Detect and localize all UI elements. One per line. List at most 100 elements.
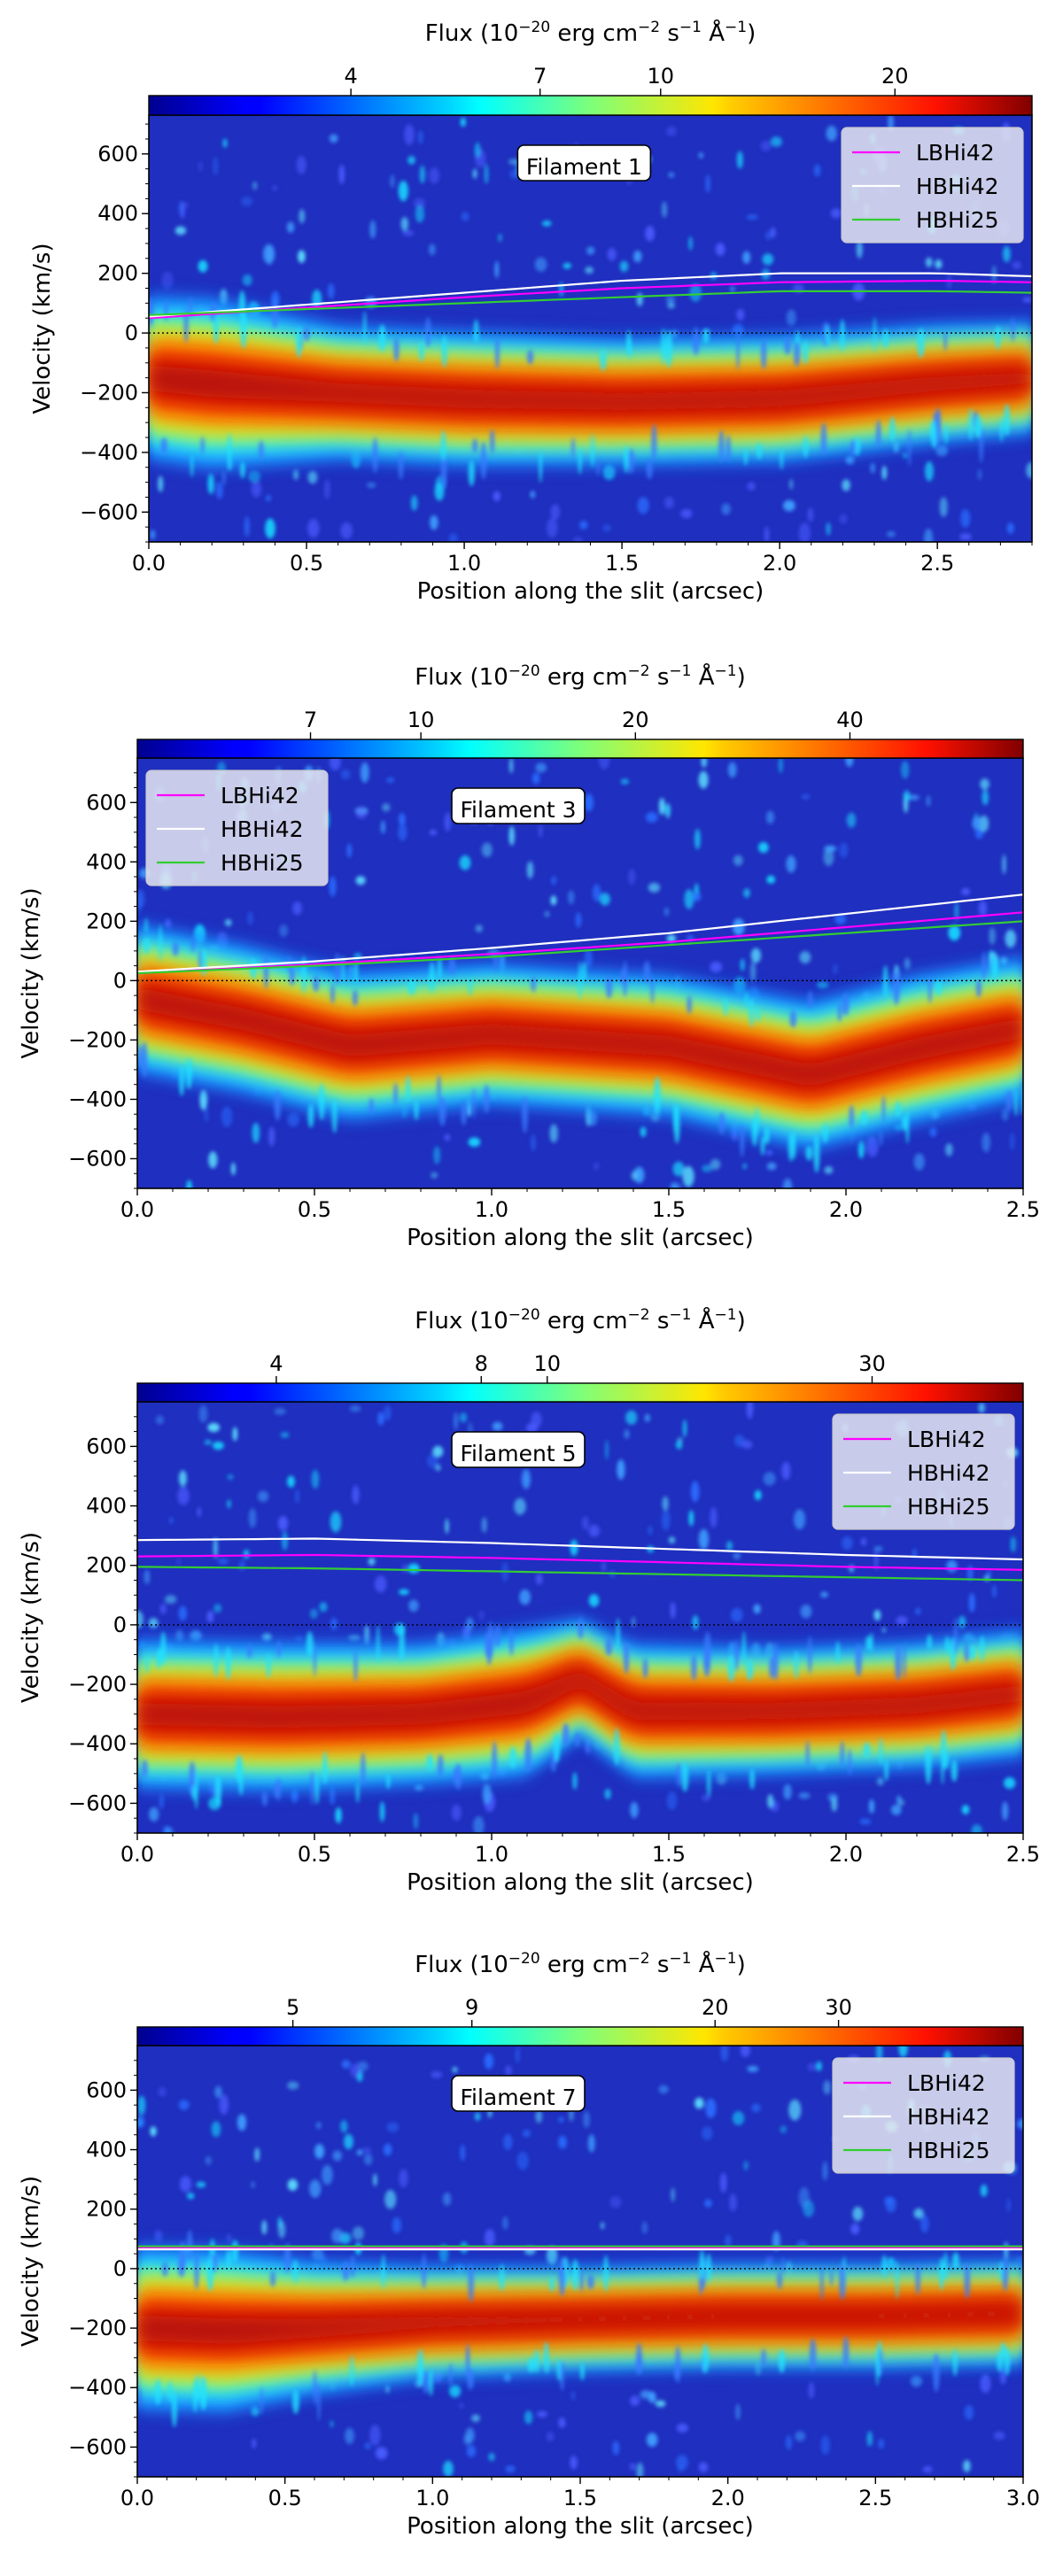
colorbar-label-label-mid2: s [660, 20, 679, 47]
colorbar-tick-label: 20 [622, 708, 649, 732]
legend: LBHi42 HBHi42 HBHi25 [145, 770, 329, 886]
colorbar-label-label-prefix: Flux (10 [415, 664, 508, 691]
y-axis-label: Velocity (km/s) [18, 1532, 44, 1703]
x-tick-label: 2.0 [711, 2486, 745, 2510]
y-tick-label: 200 [86, 1553, 127, 1578]
x-axis-label: Position along the slit (arcsec) [407, 1869, 754, 1896]
colorbar-label-label-unit: Å [691, 662, 714, 691]
x-tick-label: 0.5 [290, 551, 323, 576]
x-tick-label: 2.0 [829, 1842, 863, 1867]
x-tick-label: 1.5 [605, 551, 639, 576]
x-axis-label: Position along the slit (arcsec) [407, 2513, 754, 2540]
annotation-box [451, 2075, 586, 2112]
legend-entry-lbhi42: LBHi42 [221, 783, 299, 808]
legend-entry-lbhi42: LBHi42 [907, 2070, 986, 2096]
colorbar-tick-label: 30 [825, 1995, 852, 2020]
annotation-text: Filament 5 [460, 1441, 576, 1466]
legend-entry-hbhi42: HBHi42 [907, 2104, 990, 2130]
annotation-box [451, 787, 586, 824]
y-tick-label: −600 [68, 1146, 127, 1171]
series-line-lbhi42 [137, 1553, 1023, 1571]
series-line-hbhi42 [137, 1537, 1023, 1561]
emission-streaks [149, 290, 1015, 489]
annotation-text: Filament 1 [526, 154, 642, 180]
y-tick-label: −600 [80, 499, 138, 524]
y-tick-label: −200 [68, 2316, 127, 2340]
legend-entry-hbhi25: HBHi25 [916, 207, 999, 233]
annotation-text: Filament 7 [460, 2085, 576, 2110]
y-tick-label: 400 [86, 2138, 127, 2162]
y-tick-label: 0 [113, 1613, 127, 1637]
colorbar-label: Flux (10−20 erg cm−2 s−1 Å−1) [415, 662, 746, 691]
panel-filament-4: 0.0 0.5 1.0 1.5 2.0 2.5 3.0 −600 −400 −200 0 200 400… [18, 1950, 1040, 2540]
colorbar-tick-label: 10 [648, 64, 675, 89]
colorbar-label-label-mid2: s [650, 1308, 670, 1334]
colorbar-label-label-suffix: ) [737, 1308, 746, 1334]
colorbar [148, 95, 1033, 116]
colorbar-tick-label: 20 [881, 64, 909, 89]
x-tick-label: 0.0 [120, 1842, 154, 1867]
series-line-lbhi42 [149, 280, 1032, 320]
x-axis-label: Position along the slit (arcsec) [407, 1225, 754, 1251]
colorbar-tick-label: 20 [702, 1995, 729, 2020]
colorbar-label-label-exp4: −1 [715, 1306, 737, 1324]
colorbar-label-label-exp4: −1 [725, 19, 747, 36]
colorbar-label-label-mid2: s [650, 1952, 670, 1978]
series-line-hbhi25 [149, 290, 1032, 316]
y-tick-label: −400 [68, 1087, 127, 1111]
colorbar-tick-label: 7 [304, 708, 317, 732]
x-tick-label: 1.5 [563, 2486, 597, 2510]
y-tick-label: 0 [125, 321, 138, 345]
x-tick-label: 2.5 [1006, 1842, 1040, 1867]
colorbar-tick-label: 10 [407, 708, 435, 732]
y-tick-label: 600 [86, 790, 127, 815]
series-line-hbhi42 [149, 272, 1032, 318]
colorbar-label-label-mid: erg cm [540, 1952, 628, 1978]
y-tick-label: 600 [86, 1434, 127, 1458]
colorbar-label-label-exp1: −20 [518, 19, 550, 36]
filament-annotation: Filament 1 [516, 144, 652, 182]
legend-entry-hbhi25: HBHi25 [907, 1494, 990, 1520]
colorbar-tick-label: 4 [344, 64, 357, 89]
panel-filament-2: 0.0 0.5 1.0 1.5 2.0 2.5 −600 −400 −200 0 200 400 600… [18, 662, 1040, 1251]
legend-entry-hbhi25: HBHi25 [907, 2138, 990, 2163]
y-axis-label: Velocity (km/s) [29, 243, 56, 414]
x-tick-label: 0.5 [298, 1842, 331, 1867]
colorbar-label-label-exp3: −1 [669, 1306, 691, 1324]
x-tick-label: 1.0 [475, 1197, 508, 1222]
colorbar-label-label-exp4: −1 [715, 662, 737, 680]
y-tick-label: 600 [97, 142, 138, 166]
emission-layer-6 [137, 986, 1023, 1087]
y-tick-label: −400 [68, 2375, 127, 2400]
legend-entry-lbhi42: LBHi42 [907, 1427, 986, 1452]
x-tick-label: 1.0 [415, 2486, 449, 2510]
colorbar-label: Flux (10−20 erg cm−2 s−1 Å−1) [415, 1306, 746, 1334]
x-tick-label: 2.0 [829, 1197, 863, 1222]
emission-layer-6 [149, 364, 1032, 412]
colorbar-label-label-unit: Å [691, 1306, 714, 1334]
panel-filament-3: 0.0 0.5 1.0 1.5 2.0 2.5 −600 −400 −200 0 200 400 600… [18, 1306, 1040, 1896]
legend: LBHi42 HBHi42 HBHi25 [832, 2057, 1015, 2174]
colorbar-label: Flux (10−20 erg cm−2 s−1 Å−1) [415, 1950, 746, 1978]
x-tick-label: 2.0 [763, 551, 796, 576]
colorbar-label-label-mid: erg cm [540, 1308, 628, 1334]
filament-annotation: Filament 3 [451, 787, 586, 824]
legend-box [841, 127, 1024, 244]
x-tick-label: 1.0 [475, 1842, 508, 1867]
legend-entry-hbhi25: HBHi25 [221, 850, 304, 876]
colorbar-label-label-exp4: −1 [715, 1950, 737, 1968]
x-tick-label: 0.5 [298, 1197, 331, 1222]
series-line-hbhi42 [137, 893, 1023, 973]
colorbar-tick-label: 30 [858, 1351, 886, 1376]
y-tick-label: −400 [68, 1731, 127, 1756]
panel-filament-1: 0.0 0.5 1.0 1.5 2.0 2.5 −600 −400 −200 0 200 400 600… [29, 19, 1033, 605]
x-tick-label: 0.0 [132, 551, 166, 576]
colorbar-label-label-exp2: −2 [638, 19, 660, 36]
x-tick-label: 3.0 [1006, 2486, 1040, 2510]
colorbar [136, 1382, 1024, 1403]
colorbar-label-label-prefix: Flux (10 [415, 1952, 508, 1978]
series-line-hbhi25 [137, 1566, 1023, 1582]
annotation-box [516, 144, 652, 182]
x-tick-label: 1.0 [447, 551, 481, 576]
